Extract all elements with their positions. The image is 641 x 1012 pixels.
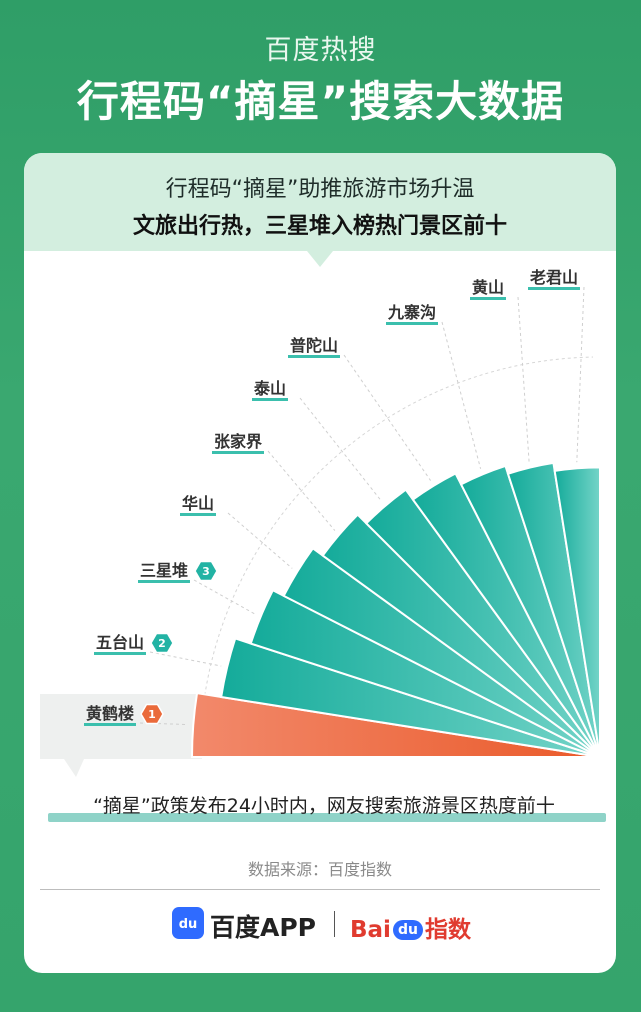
category-label-10: 老君山	[529, 268, 578, 287]
leader-line-4	[227, 512, 293, 569]
baidu-index-zs: 指数	[424, 917, 471, 943]
baidu-index-bai: Bai	[350, 917, 391, 943]
rank-badge-1	[140, 703, 164, 725]
leader-line-6	[299, 397, 382, 502]
leader-line-7	[343, 354, 431, 481]
leader-line-3	[193, 579, 256, 615]
bar-5	[321, 513, 601, 758]
bar-2	[220, 637, 601, 758]
card-headline-2: 文旅出行热，三星堆入榜热门景区前十	[132, 214, 507, 239]
leader-line-10	[576, 286, 585, 463]
baidu-index-du: du	[392, 920, 423, 940]
rank-badge-number-3: 3	[202, 565, 210, 578]
data-source: 数据来源：百度指数	[247, 860, 392, 879]
category-label-7: 普陀山	[290, 336, 338, 355]
header-subtitle: 百度热搜	[264, 35, 377, 66]
fan-bar-chart: 黄鹤楼 1 五台山 2 三星堆 3 华山 张家界 泰山 普陀山 九寨沟 黄山 老君山	[40, 268, 601, 777]
caption-underline	[48, 813, 606, 822]
footer-logos: du 百度APP Bai du 指数	[24, 905, 616, 945]
card-headline-1: 行程码“摘星”助推旅游市场升温	[165, 177, 475, 202]
top-row-pointer	[64, 759, 84, 777]
bar-8	[459, 464, 601, 758]
leader-line-9	[517, 296, 530, 462]
baidu-app-logo: 百度APP	[210, 913, 316, 942]
category-label-2: 五台山	[96, 633, 144, 652]
bar-10	[553, 466, 601, 758]
rank-badge-number-1: 1	[148, 708, 156, 721]
label-underline-9	[470, 297, 506, 300]
category-label-6: 泰山	[253, 379, 286, 398]
banner-pointer	[307, 251, 333, 267]
baidu-index-logo: Bai du 指数	[350, 910, 471, 944]
leader-line-5	[267, 450, 336, 531]
top-row-highlight	[40, 694, 202, 759]
bar-7	[411, 472, 601, 758]
rank-badge-2	[150, 632, 174, 654]
baidu-paw-icon: du	[172, 907, 204, 939]
label-underline-6	[252, 398, 288, 401]
grid-arc-2	[199, 356, 594, 744]
bar-9	[506, 461, 601, 758]
label-underline-1	[84, 723, 136, 726]
infographic-card: 行程码“摘星”助推旅游市场升温 文旅出行热，三星堆入榜热门景区前十 黄鹤楼 1 五台…	[24, 153, 616, 973]
page-title: 行程码“摘星”搜索大数据	[76, 77, 565, 126]
label-underline-4	[180, 513, 216, 516]
label-underline-8	[386, 322, 438, 325]
category-label-8: 九寨沟	[387, 303, 436, 322]
bar-3	[249, 588, 601, 758]
category-label-9: 黄山	[472, 278, 504, 297]
category-label-3: 三星堆	[140, 561, 188, 580]
chart-caption: “摘星”政策发布24小时内，网友搜索旅游景区热度前十	[93, 795, 555, 817]
label-underline-10	[528, 287, 580, 290]
label-underline-5	[212, 451, 264, 454]
rank-badge-number-2: 2	[158, 637, 166, 650]
label-underline-7	[288, 355, 340, 358]
footer-divider	[40, 889, 600, 890]
category-label-5: 张家界	[214, 432, 262, 451]
logo-separator	[334, 911, 335, 937]
card-header-banner: 行程码“摘星”助推旅游市场升温 文旅出行热，三星堆入榜热门景区前十	[24, 153, 616, 251]
label-underline-3	[138, 580, 190, 583]
label-underline-2	[94, 652, 146, 655]
category-label-1: 黄鹤楼	[86, 704, 134, 723]
category-label-4: 华山	[182, 494, 214, 513]
leader-line-2	[149, 651, 222, 667]
rank-badge-3	[194, 560, 218, 582]
leader-line-8	[441, 321, 482, 469]
bar-4	[282, 546, 601, 758]
bar-6	[364, 488, 601, 758]
